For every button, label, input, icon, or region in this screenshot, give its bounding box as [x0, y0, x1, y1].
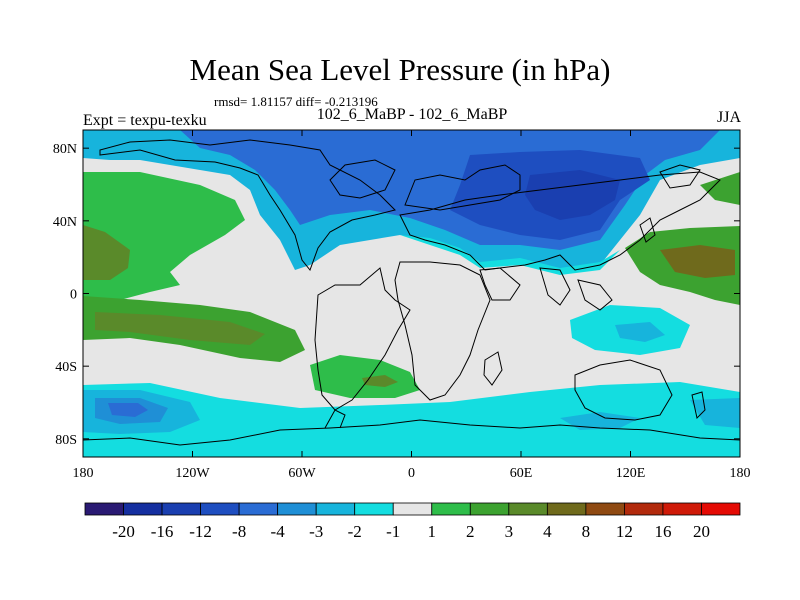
colorbar-label: -3 [309, 522, 323, 541]
comparison-label: 102_6_MaBP - 102_6_MaBP [316, 106, 508, 123]
x-tick-label: 180 [73, 466, 94, 481]
colorbar-swatch [277, 502, 317, 516]
region-indian-ocean-core [615, 322, 665, 342]
colorbar-label: 3 [505, 522, 514, 541]
colorbar: -20 -16 -12 -8 -4 -3 -2 -1 1 2 3 4 8 12 16 20 [84, 502, 741, 541]
stats-label: rmsd= 1.81157 diff= -0.213196 [214, 94, 378, 109]
region-nw-pacific-core [660, 245, 735, 278]
region-s-indian-mid [690, 398, 740, 428]
coastline-india [539, 267, 571, 306]
x-tick-label: 180 [730, 466, 751, 481]
colorbar-label: 1 [428, 522, 437, 541]
colorbar-swatch [546, 502, 587, 516]
colorbar-swatch [431, 502, 471, 516]
colorbar-swatch [354, 502, 394, 516]
region-southern-ocean-negative [83, 382, 740, 457]
x-tick-label: 60E [510, 466, 533, 481]
x-tick-label: 120E [616, 466, 646, 481]
colorbar-swatch [469, 502, 510, 516]
colorbar-swatch [315, 502, 356, 516]
coastline-europe [404, 164, 521, 211]
season-label: JJA [716, 109, 741, 126]
colorbar-swatch [161, 502, 201, 516]
coastline-greenland [329, 159, 396, 199]
coastline-antarctica [83, 419, 740, 446]
axis-ticks [82, 130, 741, 457]
region-south-atlantic-positive [310, 355, 420, 398]
y-tick-label: 80S [55, 433, 77, 448]
colorbar-swatch [508, 502, 548, 516]
region-south-pacific-deep [108, 403, 148, 417]
axis-labels: 180 120W 60W 0 60E 120E 180 80N 40N 0 40S 80S [53, 142, 751, 481]
y-tick-label: 40S [55, 360, 77, 375]
coastline-se-asia [577, 279, 613, 311]
coastline-siberia-east [659, 164, 701, 189]
colorbar-label: 2 [466, 522, 475, 541]
colorbar-label: -1 [386, 522, 400, 541]
coastline-madagascar [483, 351, 503, 386]
colorbar-swatch [238, 502, 279, 516]
region-s-atlantic-mid [560, 412, 640, 430]
y-tick-label: 80N [53, 142, 77, 157]
experiment-label: Expt = texpu-texku [83, 112, 207, 129]
colorbar-label: 4 [543, 522, 552, 541]
colorbar-swatch [200, 502, 240, 516]
colorbar-label: 20 [693, 522, 710, 541]
coastline-antarctic-peninsula [324, 409, 346, 429]
chart-title: Mean Sea Level Pressure (in hPa) [189, 52, 611, 87]
colorbar-swatch [624, 502, 664, 516]
y-tick-label: 40N [53, 215, 77, 230]
region-ne-pacific-core [83, 225, 130, 280]
colorbar-swatch [701, 502, 741, 516]
region-south-atlantic-core [362, 375, 398, 387]
coastline-japan [639, 217, 656, 243]
coastline-south-america [314, 267, 411, 411]
colorbar-label: -16 [151, 522, 174, 541]
colorbar-label: 16 [654, 522, 671, 541]
coastline-new-zealand [691, 391, 706, 420]
colorbar-swatch [84, 502, 124, 516]
colorbar-label: 12 [616, 522, 633, 541]
contour-field [83, 130, 740, 457]
x-tick-label: 60W [288, 466, 316, 481]
coastline-eurasia [399, 171, 721, 271]
colorbar-swatch [662, 502, 702, 516]
coastline-north-america [99, 139, 396, 272]
colorbar-label: -8 [232, 522, 246, 541]
colorbar-label: 8 [582, 522, 591, 541]
colorbar-swatch [585, 502, 625, 516]
coastline-arabia [479, 267, 521, 301]
coastline-africa [394, 261, 491, 401]
colorbar-swatch [123, 502, 163, 516]
colorbar-label: -2 [348, 522, 362, 541]
x-tick-label: 0 [408, 466, 415, 481]
coastline-australia [574, 359, 673, 421]
y-tick-label: 0 [70, 288, 77, 303]
colorbar-label: -20 [112, 522, 135, 541]
region-arctic-positive [700, 172, 740, 205]
region-tropical-pacific-core [95, 312, 265, 345]
colorbar-label: -12 [189, 522, 212, 541]
colorbar-label: -4 [271, 522, 286, 541]
x-tick-label: 120W [175, 466, 210, 481]
coastlines [83, 139, 740, 446]
colorbar-swatch [392, 502, 433, 516]
